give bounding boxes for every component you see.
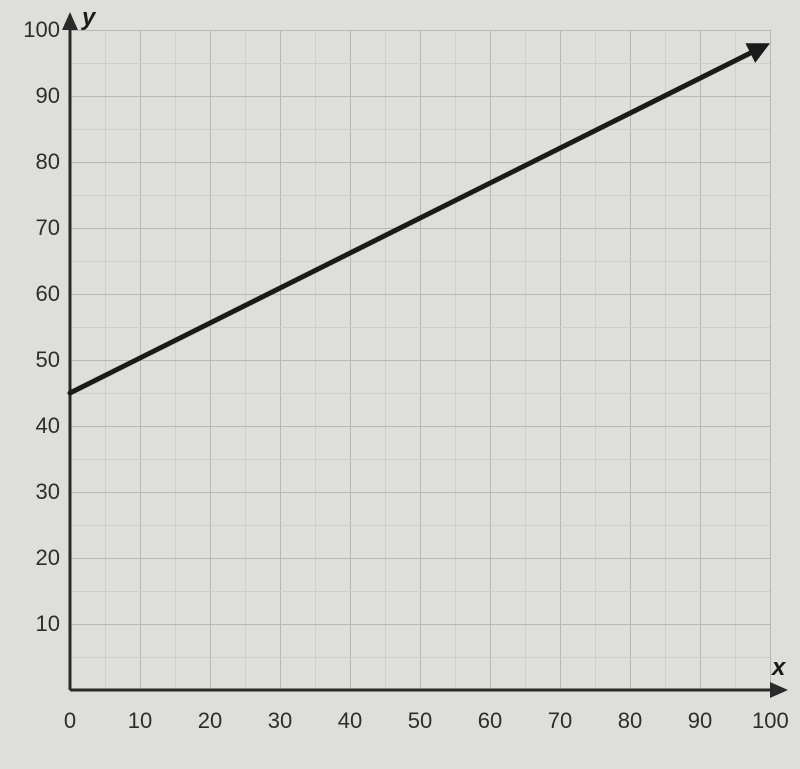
line-chart: y x 102030405060708090100010203040506070… [0,0,800,769]
data-line [0,0,800,769]
